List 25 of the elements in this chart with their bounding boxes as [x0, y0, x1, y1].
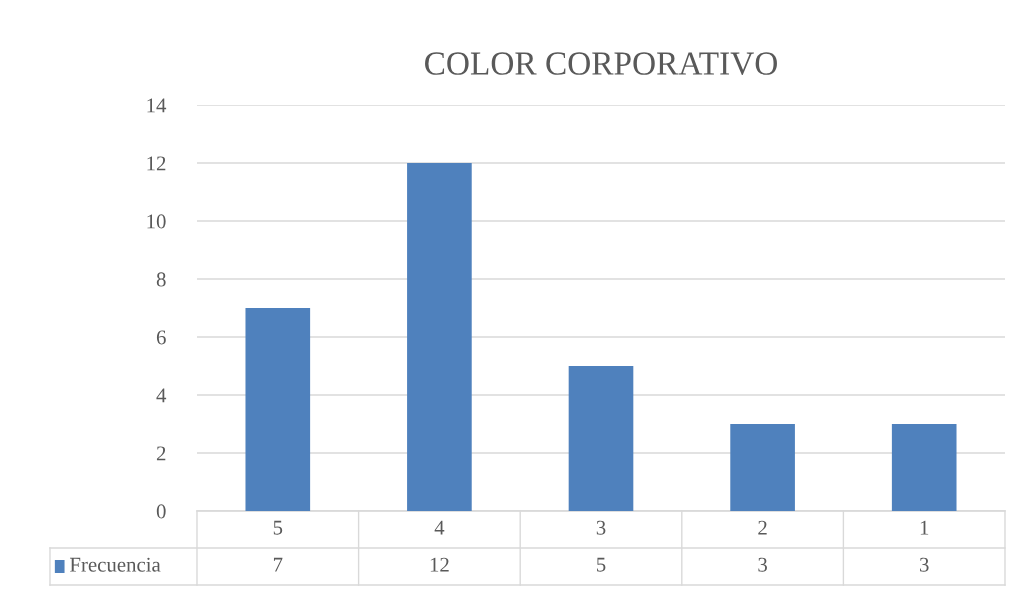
y-tick-label: 2 — [156, 446, 166, 461]
x-tick-label: 3 — [596, 520, 606, 535]
y-tick-label: 0 — [156, 504, 166, 519]
data-label: 7 — [273, 557, 283, 572]
y-tick-label: 8 — [156, 272, 166, 287]
y-tick-label: 14 — [147, 98, 167, 113]
x-tick-label: 2 — [758, 520, 767, 535]
y-tick-label: 12 — [147, 156, 166, 171]
y-tick-label: 10 — [147, 214, 166, 229]
chart-title: COLOR CORPORATIVO — [425, 52, 777, 75]
data-label: 12 — [430, 557, 449, 572]
data-label: 5 — [597, 557, 606, 572]
data-label: 3 — [919, 557, 929, 572]
bar — [730, 424, 795, 511]
x-tick-label: 1 — [920, 520, 929, 535]
bar — [407, 163, 472, 511]
y-tick-label: 6 — [156, 330, 166, 345]
x-tick-label: 5 — [273, 520, 283, 535]
y-tick-label: 4 — [156, 388, 167, 403]
data-label: 3 — [758, 557, 767, 572]
x-tick-label: 4 — [434, 520, 445, 535]
bar — [568, 366, 634, 511]
legend-label: Frecuencia — [69, 557, 161, 572]
bar — [245, 308, 311, 511]
bar — [891, 424, 957, 511]
